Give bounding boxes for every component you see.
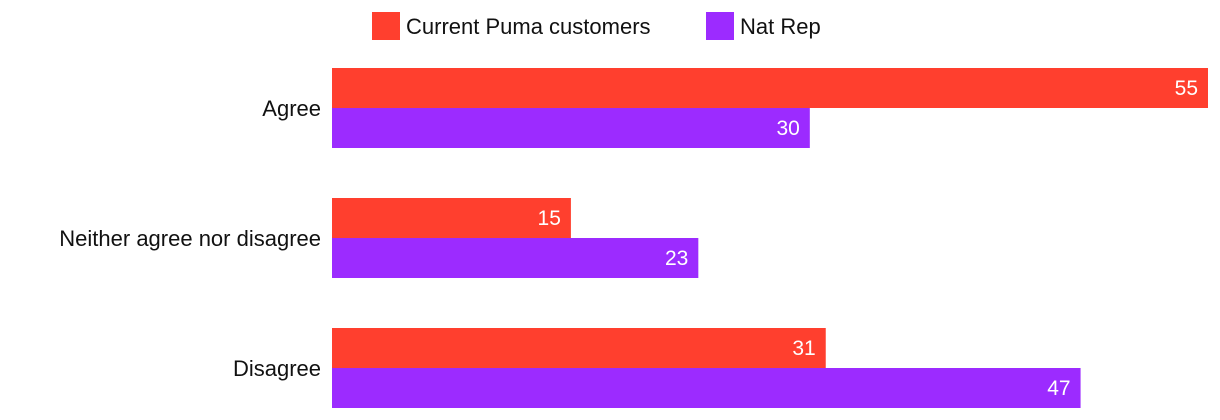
legend-swatch-0: [372, 12, 400, 40]
bar-value-labels: 55 30 15 23 31 47: [538, 77, 1198, 400]
category-label-1: Neither agree nor disagree: [59, 226, 321, 251]
category-label-2: Disagree: [233, 356, 321, 381]
bar-value-label-2-0: 31: [792, 337, 815, 360]
bar-0-0: [332, 68, 1208, 108]
bar-value-label-2-1: 47: [1047, 377, 1070, 400]
legend-label-0: Current Puma customers: [406, 14, 651, 39]
bar-2-0: [332, 328, 826, 368]
bar-2-1: [332, 368, 1081, 408]
bar-value-label-1-1: 23: [665, 247, 688, 270]
bar-value-label-0-0: 55: [1175, 77, 1198, 100]
legend-swatch-1: [706, 12, 734, 40]
bar-1-1: [332, 238, 699, 278]
bars: [332, 68, 1208, 408]
category-label-0: Agree: [262, 96, 321, 121]
legend: Current Puma customers Nat Rep: [372, 12, 821, 40]
bar-0-1: [332, 108, 810, 148]
bar-value-label-0-1: 30: [776, 117, 799, 140]
bar-value-label-1-0: 15: [538, 207, 561, 230]
bar-1-0: [332, 198, 571, 238]
category-labels: Agree Neither agree nor disagree Disagree: [59, 96, 321, 381]
legend-label-1: Nat Rep: [740, 14, 821, 39]
